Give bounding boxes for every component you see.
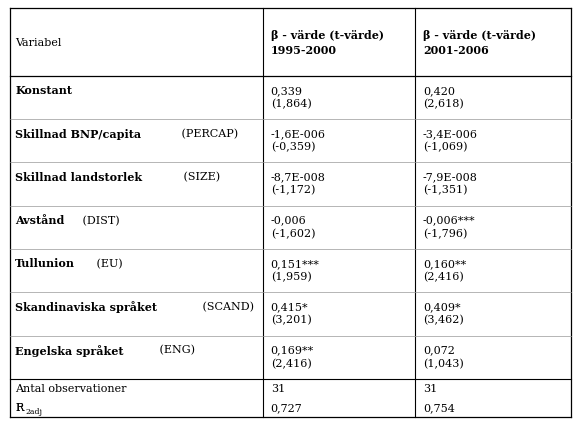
Text: R: R <box>15 402 23 412</box>
Text: 0,409*: 0,409* <box>423 302 461 311</box>
Text: -0,006***: -0,006*** <box>423 215 476 225</box>
Text: (-1,172): (-1,172) <box>271 185 315 195</box>
Text: (2,416): (2,416) <box>271 357 311 368</box>
Text: (1,959): (1,959) <box>271 271 311 282</box>
Text: 0,420: 0,420 <box>423 86 455 95</box>
Text: (1,043): (1,043) <box>423 357 464 368</box>
Text: Variabel: Variabel <box>15 38 62 48</box>
Text: (ENG): (ENG) <box>156 345 195 355</box>
Text: 0,072: 0,072 <box>423 345 455 355</box>
Text: 0,151***: 0,151*** <box>271 258 320 268</box>
Text: Tullunion: Tullunion <box>15 258 75 269</box>
Text: 0,727: 0,727 <box>271 402 303 412</box>
Text: Avstånd: Avstånd <box>15 215 64 226</box>
Text: Antal observationer: Antal observationer <box>15 383 127 394</box>
Text: R: R <box>15 402 23 412</box>
Text: (SCAND): (SCAND) <box>199 302 254 312</box>
Text: Konstant: Konstant <box>15 85 72 96</box>
Text: -3,4E-006: -3,4E-006 <box>423 129 478 139</box>
Text: 2adj: 2adj <box>26 408 43 415</box>
Text: (3,201): (3,201) <box>271 314 311 325</box>
Text: (DIST): (DIST) <box>80 215 120 225</box>
Text: 0,160**: 0,160** <box>423 258 466 268</box>
Text: 0,339: 0,339 <box>271 86 303 95</box>
Text: Skillnad BNP/capita: Skillnad BNP/capita <box>15 128 141 139</box>
Text: (PERCAP): (PERCAP) <box>178 129 239 139</box>
Text: (-1,069): (-1,069) <box>423 141 468 152</box>
Text: (SIZE): (SIZE) <box>180 172 220 182</box>
Text: 31: 31 <box>271 383 285 394</box>
Text: 0,754: 0,754 <box>423 402 455 412</box>
Text: (-1,602): (-1,602) <box>271 228 315 238</box>
Text: Skandinaviska språket: Skandinaviska språket <box>15 301 157 313</box>
Text: -7,9E-008: -7,9E-008 <box>423 172 478 182</box>
Text: β - värde (t-värde)
2001-2006: β - värde (t-värde) 2001-2006 <box>423 30 536 56</box>
Text: (2,416): (2,416) <box>423 271 464 282</box>
Text: 31: 31 <box>423 383 437 394</box>
Text: (EU): (EU) <box>93 258 123 268</box>
Text: (-1,796): (-1,796) <box>423 228 467 238</box>
Text: β - värde (t-värde)
1995-2000: β - värde (t-värde) 1995-2000 <box>271 30 383 56</box>
Text: Skillnad landstorlek: Skillnad landstorlek <box>15 171 142 182</box>
Text: (2,618): (2,618) <box>423 98 464 109</box>
Text: (1,864): (1,864) <box>271 98 311 109</box>
Text: -8,7E-008: -8,7E-008 <box>271 172 325 182</box>
Text: 0,169**: 0,169** <box>271 345 314 355</box>
Text: (-0,359): (-0,359) <box>271 141 315 152</box>
Text: (-1,351): (-1,351) <box>423 185 468 195</box>
Text: -1,6E-006: -1,6E-006 <box>271 129 326 139</box>
Text: -0,006: -0,006 <box>271 215 307 225</box>
Text: (3,462): (3,462) <box>423 314 464 325</box>
Text: 0,415*: 0,415* <box>271 302 309 311</box>
Text: Engelska språket: Engelska språket <box>15 344 124 356</box>
